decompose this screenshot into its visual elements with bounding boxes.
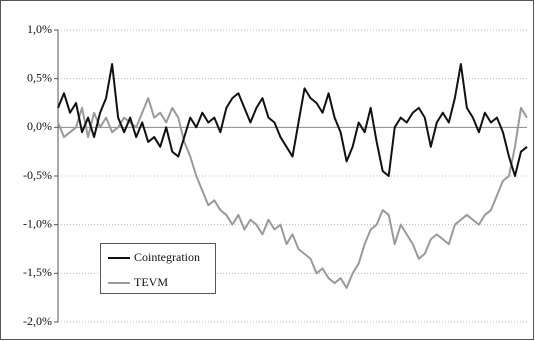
legend-label: Cointegration xyxy=(134,250,200,264)
y-tick-label: -1,0% xyxy=(23,216,52,230)
y-tick-label: 0,0% xyxy=(27,119,52,133)
legend-label: TEVM xyxy=(134,275,168,289)
y-tick-label: 0,5% xyxy=(27,70,52,84)
line-series xyxy=(57,63,528,177)
y-tick-label: -1,5% xyxy=(23,265,52,279)
y-tick-label: 1,0% xyxy=(27,22,52,36)
line-series xyxy=(57,97,528,289)
y-tick-label: -0,5% xyxy=(23,168,52,182)
y-tick-label: -2,0% xyxy=(23,314,52,328)
legend: Cointegration TEVM xyxy=(100,243,216,294)
legend-box xyxy=(100,243,216,294)
